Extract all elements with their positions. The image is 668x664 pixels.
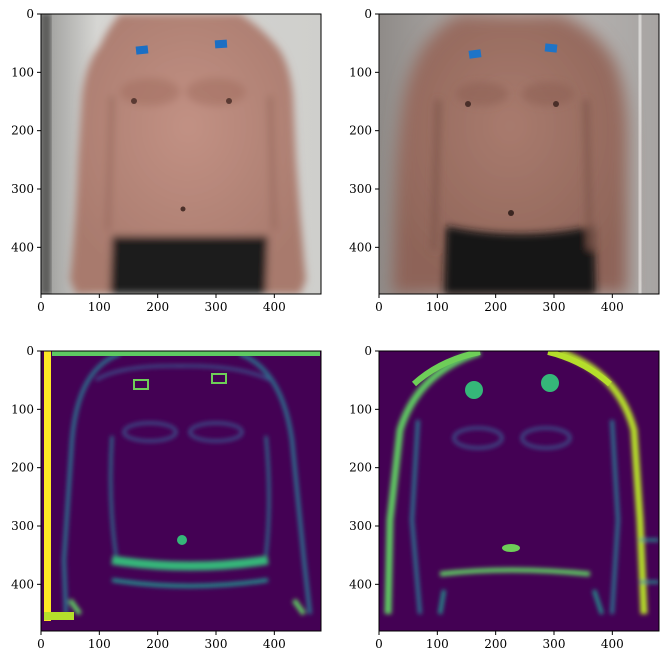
navel: [508, 210, 514, 216]
y-tick-label: 0: [364, 344, 372, 358]
y-tick-label: 200: [349, 124, 372, 138]
x-tick-label: 400: [601, 300, 624, 314]
torso-details: [431, 82, 596, 294]
marker-right-edge: [211, 373, 227, 384]
y-tick-label: 300: [11, 182, 34, 196]
y-tick-label: 400: [349, 577, 372, 591]
axes-frame: [40, 13, 322, 295]
torso-figure: [70, 14, 306, 294]
y-tick-label: 300: [11, 519, 34, 533]
x-tick-label: 0: [375, 637, 383, 651]
y-tick-label: 0: [364, 7, 372, 21]
navel-edge: [177, 535, 187, 545]
photo-edge-shadow: [41, 14, 51, 294]
x-tick-label: 200: [146, 300, 169, 314]
y-tick-label: 300: [349, 182, 372, 196]
x-tick-label: 0: [37, 637, 45, 651]
y-tick-label: 200: [349, 461, 372, 475]
y-tick-label: 0: [26, 344, 34, 358]
x-tick-label: 200: [146, 637, 169, 651]
marker-right: [214, 39, 228, 49]
y-tick-label: 0: [26, 7, 34, 21]
axes-frame: [378, 13, 660, 295]
y-tick-label: 300: [349, 519, 372, 533]
axis-ticks: 0 100 200 300 400 0 100 200 300 400 0 100 200 300 400 0…: [11, 7, 624, 651]
x-tick-label: 200: [484, 300, 507, 314]
y-tick-label: 100: [349, 65, 372, 79]
y-tick-label: 400: [11, 577, 34, 591]
marker-right-edge: [541, 374, 559, 392]
y-tick-label: 100: [11, 65, 34, 79]
x-tick-label: 200: [484, 637, 507, 651]
nipple-left: [131, 98, 137, 104]
edge-strokes: [61, 352, 312, 616]
x-tick-label: 400: [601, 637, 624, 651]
top-edge-bright: [52, 351, 320, 356]
x-tick-label: 0: [375, 300, 383, 314]
axes-frame: [40, 350, 322, 632]
x-tick-label: 100: [88, 300, 111, 314]
shoulder-left-edge: [411, 351, 481, 387]
panel-photo-light: [41, 14, 321, 294]
marker-left-edge: [133, 379, 149, 390]
y-tick-label: 100: [349, 402, 372, 416]
x-tick-label: 100: [426, 637, 449, 651]
torso-figure: [392, 14, 628, 294]
nipple-left: [465, 101, 471, 107]
y-tick-label: 400: [349, 240, 372, 254]
marker-left: [468, 49, 482, 59]
panel-photo-dark: [379, 14, 659, 294]
axes-frame: [378, 350, 660, 632]
bottom-left-bright: [44, 612, 74, 620]
x-tick-label: 300: [205, 637, 228, 651]
x-tick-label: 300: [543, 300, 566, 314]
x-tick-label: 300: [543, 637, 566, 651]
shoulder-right-edge: [547, 351, 612, 387]
left-edge-bright: [44, 351, 51, 621]
y-tick-label: 200: [11, 461, 34, 475]
nipple-right: [226, 98, 232, 104]
nipple-right: [553, 101, 559, 107]
y-tick-label: 400: [11, 240, 34, 254]
panel-edge-dark: [379, 351, 659, 631]
y-tick-label: 100: [11, 402, 34, 416]
navel: [180, 206, 186, 212]
x-tick-label: 0: [37, 300, 45, 314]
x-tick-label: 400: [263, 637, 286, 651]
x-tick-label: 100: [426, 300, 449, 314]
marker-left-edge: [465, 381, 483, 399]
x-tick-label: 100: [88, 637, 111, 651]
y-tick-label: 200: [11, 124, 34, 138]
x-tick-label: 400: [263, 300, 286, 314]
panel-edge-light: [41, 351, 321, 631]
x-tick-label: 300: [205, 300, 228, 314]
marker-left: [135, 45, 149, 55]
marker-right: [544, 43, 558, 53]
navel-edge: [502, 544, 520, 552]
